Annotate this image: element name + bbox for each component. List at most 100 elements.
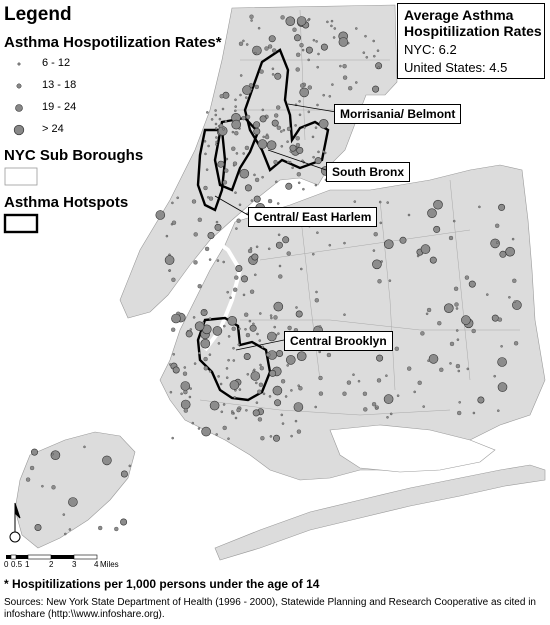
rate-dot [287, 325, 292, 331]
rate-dot [120, 470, 128, 478]
rate-dot [294, 124, 297, 127]
rate-dot [326, 20, 329, 24]
rate-dot [302, 187, 305, 191]
rate-dot [453, 286, 459, 291]
rate-dot [50, 450, 61, 461]
rate-dot [222, 127, 225, 131]
rate-dot [193, 260, 198, 265]
rate-dot [289, 150, 293, 153]
rate-dot [183, 408, 188, 413]
rate-dot [272, 48, 277, 53]
rate-dot [249, 289, 255, 294]
rate-dot [226, 290, 229, 294]
rate-dot [191, 421, 195, 425]
rate-dot [288, 160, 292, 164]
rate-dot [210, 118, 214, 121]
rate-dot [291, 166, 294, 170]
rate-dot [280, 413, 284, 417]
legend-dot-24-plus [13, 124, 25, 136]
rate-dot [295, 136, 300, 141]
rate-dot [286, 126, 292, 132]
rate-dot [268, 395, 272, 398]
rate-dot [317, 150, 320, 154]
rate-dot [456, 338, 460, 341]
rate-dot [232, 346, 235, 350]
rate-dot [468, 280, 476, 288]
rate-dot [255, 381, 258, 385]
rate-dot [372, 259, 382, 270]
bronx-manhattan-land [119, 4, 398, 319]
rate-dot [249, 324, 257, 332]
legend-rate-class: 6 - 12 [42, 57, 71, 69]
rate-dot [496, 241, 499, 244]
rate-dot [245, 43, 249, 46]
rate-dot [512, 300, 522, 310]
rate-dot [278, 274, 283, 279]
rate-dot [262, 392, 266, 396]
rate-dot [276, 202, 280, 205]
rate-dot [247, 248, 253, 254]
rate-dot [254, 273, 257, 277]
rate-dot [183, 366, 187, 369]
rate-dot [254, 51, 257, 55]
rate-dot [222, 180, 228, 185]
rate-dot [217, 160, 225, 168]
rate-dot [249, 14, 254, 19]
rate-dot [253, 121, 261, 129]
rate-dot [316, 103, 319, 107]
legend-rate-class: > 24 [42, 123, 64, 135]
rate-dot [261, 175, 264, 179]
rate-dot [386, 416, 389, 419]
rate-dot [215, 136, 218, 139]
rate-dot [274, 72, 282, 80]
rate-dot [365, 56, 369, 59]
rate-dot [238, 327, 241, 331]
rate-dot [275, 180, 278, 184]
rate-dot [264, 46, 269, 51]
rate-dot [215, 143, 218, 146]
rate-dot [164, 255, 175, 265]
rate-dot [326, 352, 332, 358]
rate-dot [513, 300, 517, 303]
rate-dot [286, 140, 289, 143]
rate-dot [219, 382, 223, 386]
scale-bar [6, 554, 98, 560]
rate-dot [273, 315, 278, 320]
rate-dot [273, 159, 278, 165]
rate-dot [342, 75, 348, 80]
rate-dot [256, 332, 259, 336]
rate-dot [362, 391, 368, 396]
rate-dot [238, 41, 244, 46]
rate-dot [276, 125, 281, 130]
rate-dot [203, 308, 207, 312]
rate-dot [269, 435, 273, 438]
scale-unit: Miles [100, 560, 119, 569]
rate-dot [203, 356, 208, 362]
rate-dot [399, 236, 407, 244]
rate-dot [385, 374, 388, 377]
rate-dot [252, 322, 255, 326]
rate-dot [172, 353, 175, 356]
rate-dot [193, 362, 197, 365]
rate-dot [114, 526, 119, 532]
rate-dot [500, 345, 503, 348]
rate-dot [244, 184, 252, 192]
rate-dot [222, 403, 226, 406]
rate-dot [312, 155, 315, 159]
legend-dot-6-12 [17, 62, 21, 66]
rate-dot [472, 411, 476, 415]
rate-dot [231, 410, 234, 413]
rate-dot [259, 69, 264, 74]
rate-dot [208, 196, 214, 201]
rate-dot [452, 219, 456, 223]
rate-dot [239, 93, 242, 97]
rate-dot [245, 96, 248, 99]
rate-dot [280, 15, 285, 20]
rate-dot [297, 181, 301, 185]
subborough-boundaries [199, 9, 520, 416]
rate-dot [239, 168, 250, 179]
rate-dot [171, 436, 174, 440]
rate-dot [189, 328, 193, 331]
rate-dot [282, 236, 290, 244]
rate-dot [64, 532, 67, 536]
